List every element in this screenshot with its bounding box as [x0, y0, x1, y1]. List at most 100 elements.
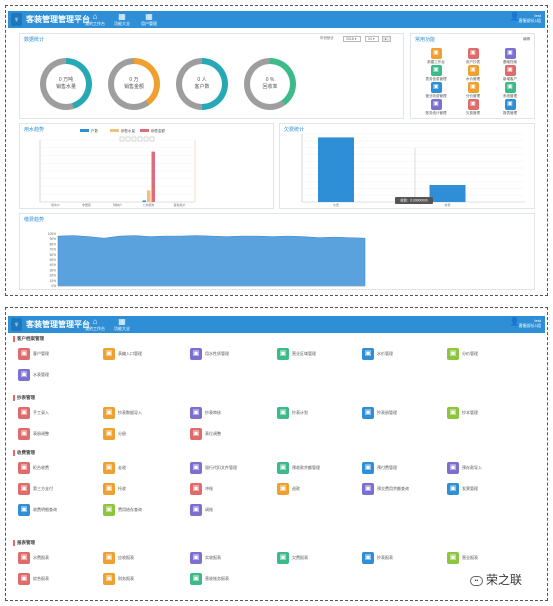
bar: [318, 137, 354, 202]
function-menu-item[interactable]: ▣ 收费明细查询: [18, 504, 98, 516]
quick-item[interactable]: ▣ 新增客户: [497, 65, 523, 82]
quick-item[interactable]: ▣ 系统管理: [497, 82, 523, 99]
function-menu-item[interactable]: ▣ 表册调整: [18, 428, 98, 440]
split-icon: ▣: [103, 428, 115, 440]
function-menu-item[interactable]: ▣ 托收: [103, 483, 183, 495]
quick-item[interactable]: ▣ 新建工作台: [423, 48, 449, 65]
function-menu-label: 预存款导入: [462, 465, 482, 470]
function-menu-item[interactable]: ▣ 水价管理: [362, 348, 442, 360]
meter-icon: ▣: [430, 65, 442, 76]
function-menu-item[interactable]: ▣ 分册: [103, 428, 183, 440]
bar: [429, 185, 466, 202]
chart-tool-icon: [137, 136, 143, 142]
function-menu-item[interactable]: ▣ 分价管理: [447, 348, 527, 360]
quick-item[interactable]: ▣ 欠费管理: [460, 99, 486, 116]
user-role: 客服部长1组: [518, 18, 541, 23]
function-menu-item[interactable]: ▣ 费用结存查询: [103, 504, 183, 516]
function-menu-item[interactable]: ▣ 表位调整: [190, 428, 270, 440]
function-menu-item[interactable]: ▣ 第三方支付: [18, 483, 98, 495]
function-menu-item[interactable]: ▣ 预存款导入: [447, 462, 527, 474]
y-tick-label: 100%: [48, 232, 56, 236]
function-menu-item[interactable]: ▣ 抄表审核: [190, 407, 270, 419]
function-menu-item[interactable]: ▣ 冲账: [190, 483, 270, 495]
function-menu-item[interactable]: ▣ 用水性质管理: [190, 348, 270, 360]
function-menu-item[interactable]: ▣ 预交费用余额查询: [362, 483, 442, 495]
bank-icon: ▣: [190, 462, 202, 474]
doc-icon: ▣: [103, 483, 115, 495]
function-menu-item[interactable]: ▣ 营收账务报表: [190, 573, 270, 585]
function-menu-item[interactable]: ▣ 走收: [103, 462, 183, 474]
function-menu-item[interactable]: ▣ 营业区域管理: [277, 348, 357, 360]
function-menu-label: 抄本管理: [462, 410, 478, 415]
function-menu-item[interactable]: ▣ 抄表数据导入: [103, 407, 183, 419]
quick-item[interactable]: ▣ 用户抄表: [460, 48, 486, 65]
function-menu-item[interactable]: ▣ 抄表计划: [277, 407, 357, 419]
nav-functions[interactable]: ▦ 功能大全: [109, 317, 135, 331]
quick-item[interactable]: ▣ 报表管理: [497, 99, 523, 116]
ring-value: 0 人: [197, 77, 207, 83]
function-menu-item[interactable]: ▣ 财务报表: [103, 573, 183, 585]
function-menu-item[interactable]: ▣ 银行代扣文件管理: [190, 462, 270, 474]
grid-icon: ▦: [145, 12, 153, 21]
quick-item-label: 系统管理: [503, 94, 517, 98]
function-menu-item[interactable]: ▣ 预收款余额管理: [277, 462, 357, 474]
quick-item[interactable]: ▣ 水价管理: [460, 65, 486, 82]
legend-swatch: [140, 129, 149, 132]
nav-functions[interactable]: ▦ 功能大全: [109, 12, 135, 26]
quick-edit-link[interactable]: 编辑: [523, 37, 530, 41]
function-menu-item[interactable]: ▣ 欠费报表: [277, 552, 357, 564]
function-menu-item[interactable]: ▣ 应收报表: [103, 552, 183, 564]
function-menu-item[interactable]: ▣ 柜台收费: [18, 462, 98, 474]
query-button[interactable]: ▸: [382, 36, 391, 42]
quick-item-label: 欠费管理: [466, 111, 480, 115]
quick-item[interactable]: ▣ 基础档案: [497, 48, 523, 65]
clock-icon: ▣: [277, 407, 289, 419]
quick-item-label: 营业收费管理: [425, 94, 447, 98]
function-menu-item[interactable]: ▣ 退款: [277, 483, 357, 495]
chart-tool-icon: [119, 136, 125, 142]
chart-tool-icon: [143, 136, 149, 142]
search-icon: ▣: [362, 483, 374, 495]
function-menu-item[interactable]: ▣ 抄本管理: [447, 407, 527, 419]
top-navbar: ♆ 客装管理管理平台 ⌂ 我的工作台 ▦ 功能大全 ▦ 用户管理 👤 test …: [8, 11, 545, 28]
function-menu-item[interactable]: ▣ 水费报表: [18, 552, 98, 564]
function-menu-item[interactable]: ▣ 综合报表: [18, 573, 98, 585]
grid-icon: ▦: [118, 12, 126, 21]
function-menu-item[interactable]: ▣ 调账: [190, 504, 270, 516]
user-icon: 👤: [509, 317, 520, 326]
function-menu-item[interactable]: ▣ 表编入口管理: [103, 348, 183, 360]
stats-filter-label: 年份统计: [320, 36, 334, 40]
function-menu-item[interactable]: ▣ 手工录入: [18, 407, 98, 419]
month-select[interactable]: 04 ▾: [365, 36, 379, 42]
function-menu-item[interactable]: ▣ 抄表报表: [362, 552, 442, 564]
quick-item[interactable]: ▣ 表务信息管理: [423, 65, 449, 82]
function-menu-item[interactable]: ▣ 营业报表: [447, 552, 527, 564]
function-menu-label: 营业区域管理: [292, 351, 316, 356]
walk-icon: ▣: [103, 462, 115, 474]
report-icon: ▣: [18, 552, 30, 564]
year-select[interactable]: 2018 ▾: [343, 36, 361, 42]
nav-user-management[interactable]: ▦ 用户管理: [136, 12, 162, 26]
function-menu-label: 第三方支付: [33, 486, 53, 491]
function-menu-item[interactable]: ▣ 水表管理: [18, 369, 98, 381]
book-icon: ▣: [362, 407, 374, 419]
user-menu[interactable]: 👤 test 客服部长1组: [510, 13, 541, 24]
wallet-icon: ▣: [277, 462, 289, 474]
function-menu-item[interactable]: ▣ 抄表册管理: [362, 407, 442, 419]
x-tick-label: 用水户: [51, 202, 60, 207]
grid-icon: ▣: [430, 48, 442, 59]
x-tick-label: 公共服务: [142, 202, 154, 207]
y-tick-label: 90%: [50, 237, 57, 241]
function-menu-item[interactable]: ▣ 发票管理: [447, 483, 527, 495]
user-menu[interactable]: 👤 test 客服部长1组: [510, 318, 541, 329]
function-menu-item[interactable]: ▣ 预付费管理: [362, 462, 442, 474]
report-icon: ▣: [504, 99, 516, 110]
function-menu-item[interactable]: ▣ 实收报表: [190, 552, 270, 564]
quick-item[interactable]: ▣ 账务统计管理: [423, 99, 449, 116]
function-menu-item[interactable]: ▣ 客户管理: [18, 348, 98, 360]
nav-workbench[interactable]: ⌂ 我的工作台: [82, 317, 108, 331]
quick-item[interactable]: ▣ 营业收费管理: [423, 82, 449, 99]
nav-workbench[interactable]: ⌂ 我的工作台: [82, 12, 108, 26]
function-menu-label: 走收: [118, 465, 126, 470]
quick-item[interactable]: ▣ 分价管理: [460, 82, 486, 99]
